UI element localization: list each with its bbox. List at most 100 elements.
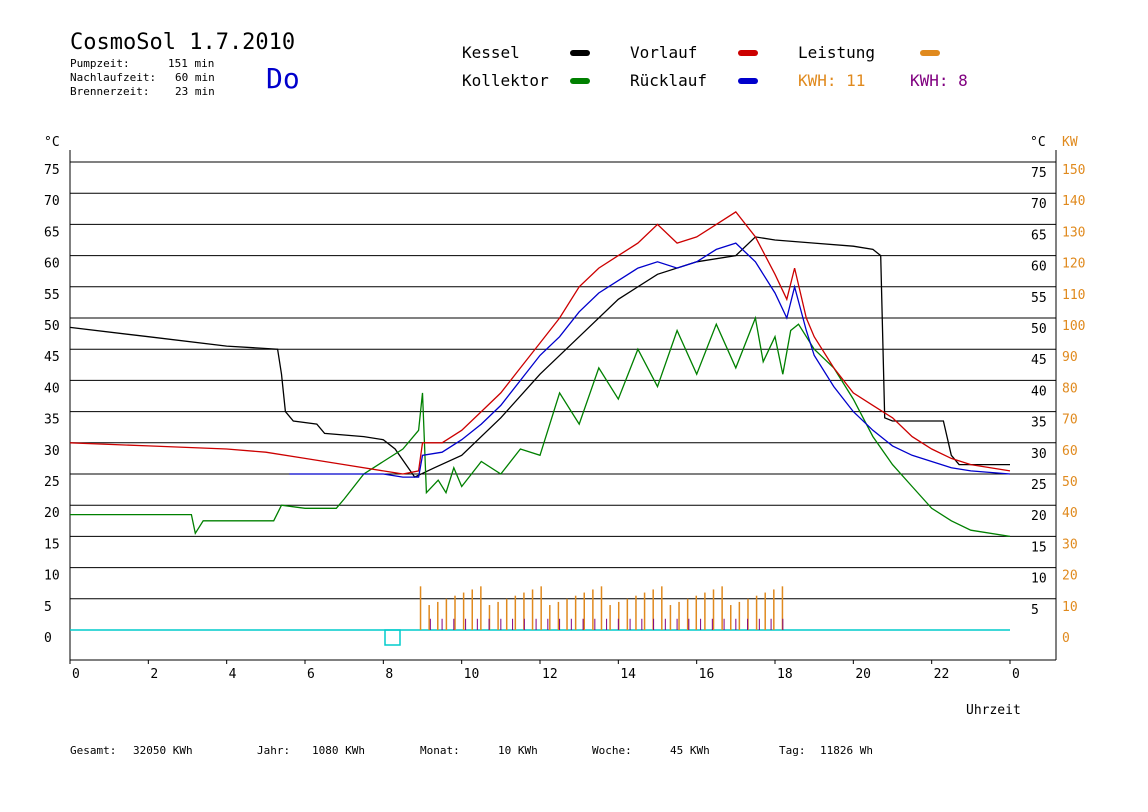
right-unit-temp-label: °C bbox=[1030, 135, 1046, 150]
right-tick-label: 45 bbox=[1031, 353, 1047, 368]
footer-gesamt-value: 32050 KWh bbox=[133, 744, 193, 757]
series-line-vorlauf bbox=[69, 211, 1011, 475]
left-tick-label: 60 bbox=[44, 257, 60, 272]
footer-woche-value: 45 KWh bbox=[670, 744, 710, 757]
right-power-tick-label: 150 bbox=[1062, 163, 1085, 178]
left-tick-label: 55 bbox=[44, 288, 60, 303]
left-tick-label: 25 bbox=[44, 475, 60, 490]
right-tick-label: 40 bbox=[1031, 384, 1047, 399]
pumpzeit-value: 151 min bbox=[168, 57, 215, 70]
right-power-tick-label: 110 bbox=[1062, 288, 1085, 303]
legend-kessel: Kessel bbox=[462, 43, 520, 62]
x-axis-ticks: 0 2 4 6 8 10 12 14 16 18 20 22 0 bbox=[69, 660, 1020, 682]
footer-monat-value: 10 KWh bbox=[498, 744, 538, 757]
left-tick-label: 45 bbox=[44, 350, 60, 365]
x-tick-label: 16 bbox=[699, 667, 715, 682]
x-tick-label: 10 bbox=[464, 667, 480, 682]
x-tick-label: 18 bbox=[777, 667, 793, 682]
x-tick-label: 12 bbox=[542, 667, 558, 682]
power-bars bbox=[419, 586, 784, 630]
right-tick-label: 50 bbox=[1031, 322, 1047, 337]
legend-vorlauf: Vorlauf bbox=[630, 43, 698, 62]
legend-leistung: Leistung bbox=[798, 43, 876, 62]
right-tick-label: 60 bbox=[1031, 260, 1047, 275]
right-power-tick-label: 40 bbox=[1062, 506, 1078, 521]
x-tick-label: 2 bbox=[150, 667, 158, 682]
left-axis-ticks: 0 5 10 15 20 25 30 35 40 45 50 55 60 65 70 75 bbox=[44, 163, 60, 646]
right-power-tick-label: 60 bbox=[1062, 444, 1078, 459]
right-tick-label: 5 bbox=[1031, 603, 1039, 618]
right-power-tick-label: 30 bbox=[1062, 537, 1078, 552]
right-power-tick-label: 120 bbox=[1062, 257, 1085, 272]
legend-kollektor-swatch bbox=[570, 78, 590, 84]
left-tick-label: 70 bbox=[44, 194, 60, 209]
right-power-tick-label: 10 bbox=[1062, 600, 1078, 615]
nachlaufzeit-value: 60 min bbox=[175, 71, 215, 84]
right-power-tick-label: 90 bbox=[1062, 350, 1078, 365]
right-tick-label: 25 bbox=[1031, 478, 1047, 493]
right-unit-power-label: KW bbox=[1062, 135, 1078, 150]
left-tick-label: 30 bbox=[44, 444, 60, 459]
x-axis-label: Uhrzeit bbox=[966, 703, 1021, 718]
series-line-kollektor bbox=[70, 315, 1011, 538]
left-tick-label: 65 bbox=[44, 225, 60, 240]
x-tick-label: 4 bbox=[229, 667, 237, 682]
footer-jahr-value: 1080 KWh bbox=[312, 744, 365, 757]
x-tick-label: 8 bbox=[385, 667, 393, 682]
right-tick-label: 65 bbox=[1031, 228, 1047, 243]
brennerzeit-label: Brennerzeit: bbox=[70, 85, 150, 98]
footer-gesamt-label: Gesamt: bbox=[70, 744, 117, 757]
x-tick-label: 0 bbox=[1012, 667, 1020, 682]
nachlaufzeit-label: Nachlaufzeit: bbox=[70, 71, 157, 84]
right-power-tick-label: 0 bbox=[1062, 631, 1070, 646]
right-tick-label: 20 bbox=[1031, 509, 1047, 524]
left-tick-label: 15 bbox=[44, 537, 60, 552]
pumpzeit-label: Pumpzeit: bbox=[70, 57, 130, 70]
x-tick-label: 6 bbox=[307, 667, 315, 682]
x-tick-label: 14 bbox=[620, 667, 636, 682]
brennerzeit-value: 23 min bbox=[175, 85, 215, 98]
series-lines bbox=[69, 211, 1011, 538]
right-power-tick-label: 100 bbox=[1062, 319, 1085, 334]
legend-kwh-solar: KWH: 11 bbox=[798, 71, 866, 90]
footer-tag-value: 11826 Wh bbox=[820, 744, 873, 757]
axes bbox=[69, 150, 1057, 661]
left-unit-label: °C bbox=[44, 135, 60, 150]
right-power-tick-label: 140 bbox=[1062, 194, 1085, 209]
grid-lines bbox=[70, 161, 1056, 600]
x-tick-label: 22 bbox=[934, 667, 950, 682]
left-tick-label: 75 bbox=[44, 163, 60, 178]
legend-leistung-swatch bbox=[920, 50, 940, 56]
footer-jahr-label: Jahr: bbox=[257, 744, 291, 757]
legend-ruecklauf: Rücklauf bbox=[630, 71, 708, 90]
footer-monat-label: Monat: bbox=[420, 744, 460, 757]
chart-title: CosmoSol 1.7.2010 bbox=[70, 30, 296, 55]
left-tick-label: 20 bbox=[44, 506, 60, 521]
right-axis-ticks: 0 5 10 10 20 15 30 20 40 25 50 30 60 35 70 40 80 45 90 50 10… bbox=[1031, 163, 1085, 646]
right-tick-label: 10 bbox=[1031, 572, 1047, 587]
left-tick-label: 5 bbox=[44, 600, 52, 615]
right-power-tick-label: 70 bbox=[1062, 413, 1078, 428]
right-power-tick-label: 130 bbox=[1062, 225, 1085, 240]
legend-kwh-second: KWH: 8 bbox=[910, 71, 968, 90]
right-tick-label: 35 bbox=[1031, 416, 1047, 431]
left-tick-label: 50 bbox=[44, 319, 60, 334]
right-power-tick-label: 80 bbox=[1062, 381, 1078, 396]
x-tick-label: 0 bbox=[72, 667, 80, 682]
right-tick-label: 30 bbox=[1031, 447, 1047, 462]
left-tick-label: 0 bbox=[44, 631, 52, 646]
legend-ruecklauf-swatch bbox=[738, 78, 758, 84]
right-tick-label: 70 bbox=[1031, 197, 1047, 212]
series-line-kessel bbox=[69, 236, 1010, 478]
right-tick-label: 75 bbox=[1031, 166, 1047, 181]
right-tick-label: 55 bbox=[1031, 291, 1047, 306]
legend-kollektor: Kollektor bbox=[462, 71, 549, 90]
right-power-tick-label: 20 bbox=[1062, 569, 1078, 584]
series-line-rcklauf bbox=[289, 242, 1011, 478]
right-power-tick-label: 50 bbox=[1062, 475, 1078, 490]
legend-vorlauf-swatch bbox=[738, 50, 758, 56]
legend-kessel-swatch bbox=[570, 50, 590, 56]
left-tick-label: 35 bbox=[44, 413, 60, 428]
footer-woche-label: Woche: bbox=[592, 744, 632, 757]
